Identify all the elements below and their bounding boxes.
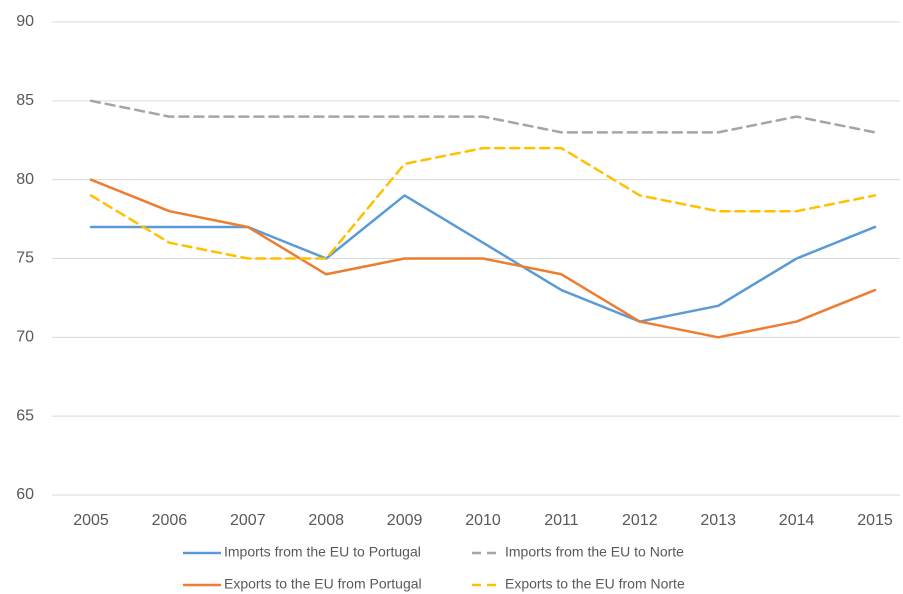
series-line	[89, 178, 877, 339]
series-line	[89, 146, 877, 260]
x-tick-label: 2013	[700, 512, 736, 529]
series-line	[89, 194, 877, 323]
y-tick-label: 60	[16, 486, 34, 503]
y-tick-label: 75	[16, 250, 34, 267]
y-tick-label: 85	[16, 92, 34, 109]
legend-label: Exports to the EU from Portugal	[224, 576, 422, 592]
y-tick-label: 65	[16, 407, 34, 424]
x-tick-label: 2009	[387, 512, 423, 529]
y-tick-label: 90	[16, 13, 34, 30]
x-tick-label: 2008	[308, 512, 344, 529]
legend: Imports from the EU to Portugal Imports f…	[183, 544, 685, 592]
x-tick-label: 2015	[857, 512, 893, 529]
legend-label: Exports to the EU from Norte	[505, 576, 685, 592]
y-tick-label: 70	[16, 329, 34, 346]
legend-label: Imports from the EU to Norte	[505, 544, 684, 560]
series-line	[89, 99, 877, 134]
x-tick-label: 2006	[152, 512, 188, 529]
x-tick-label: 2005	[73, 512, 109, 529]
x-tick-label: 2014	[779, 512, 815, 529]
x-tick-label: 2011	[544, 512, 579, 529]
legend-label: Imports from the EU to Portugal	[224, 544, 421, 560]
x-tick-label: 2007	[230, 512, 266, 529]
x-tick-label: 2012	[622, 512, 658, 529]
x-tick-label: 2010	[465, 512, 501, 529]
y-tick-label: 80	[16, 171, 34, 188]
